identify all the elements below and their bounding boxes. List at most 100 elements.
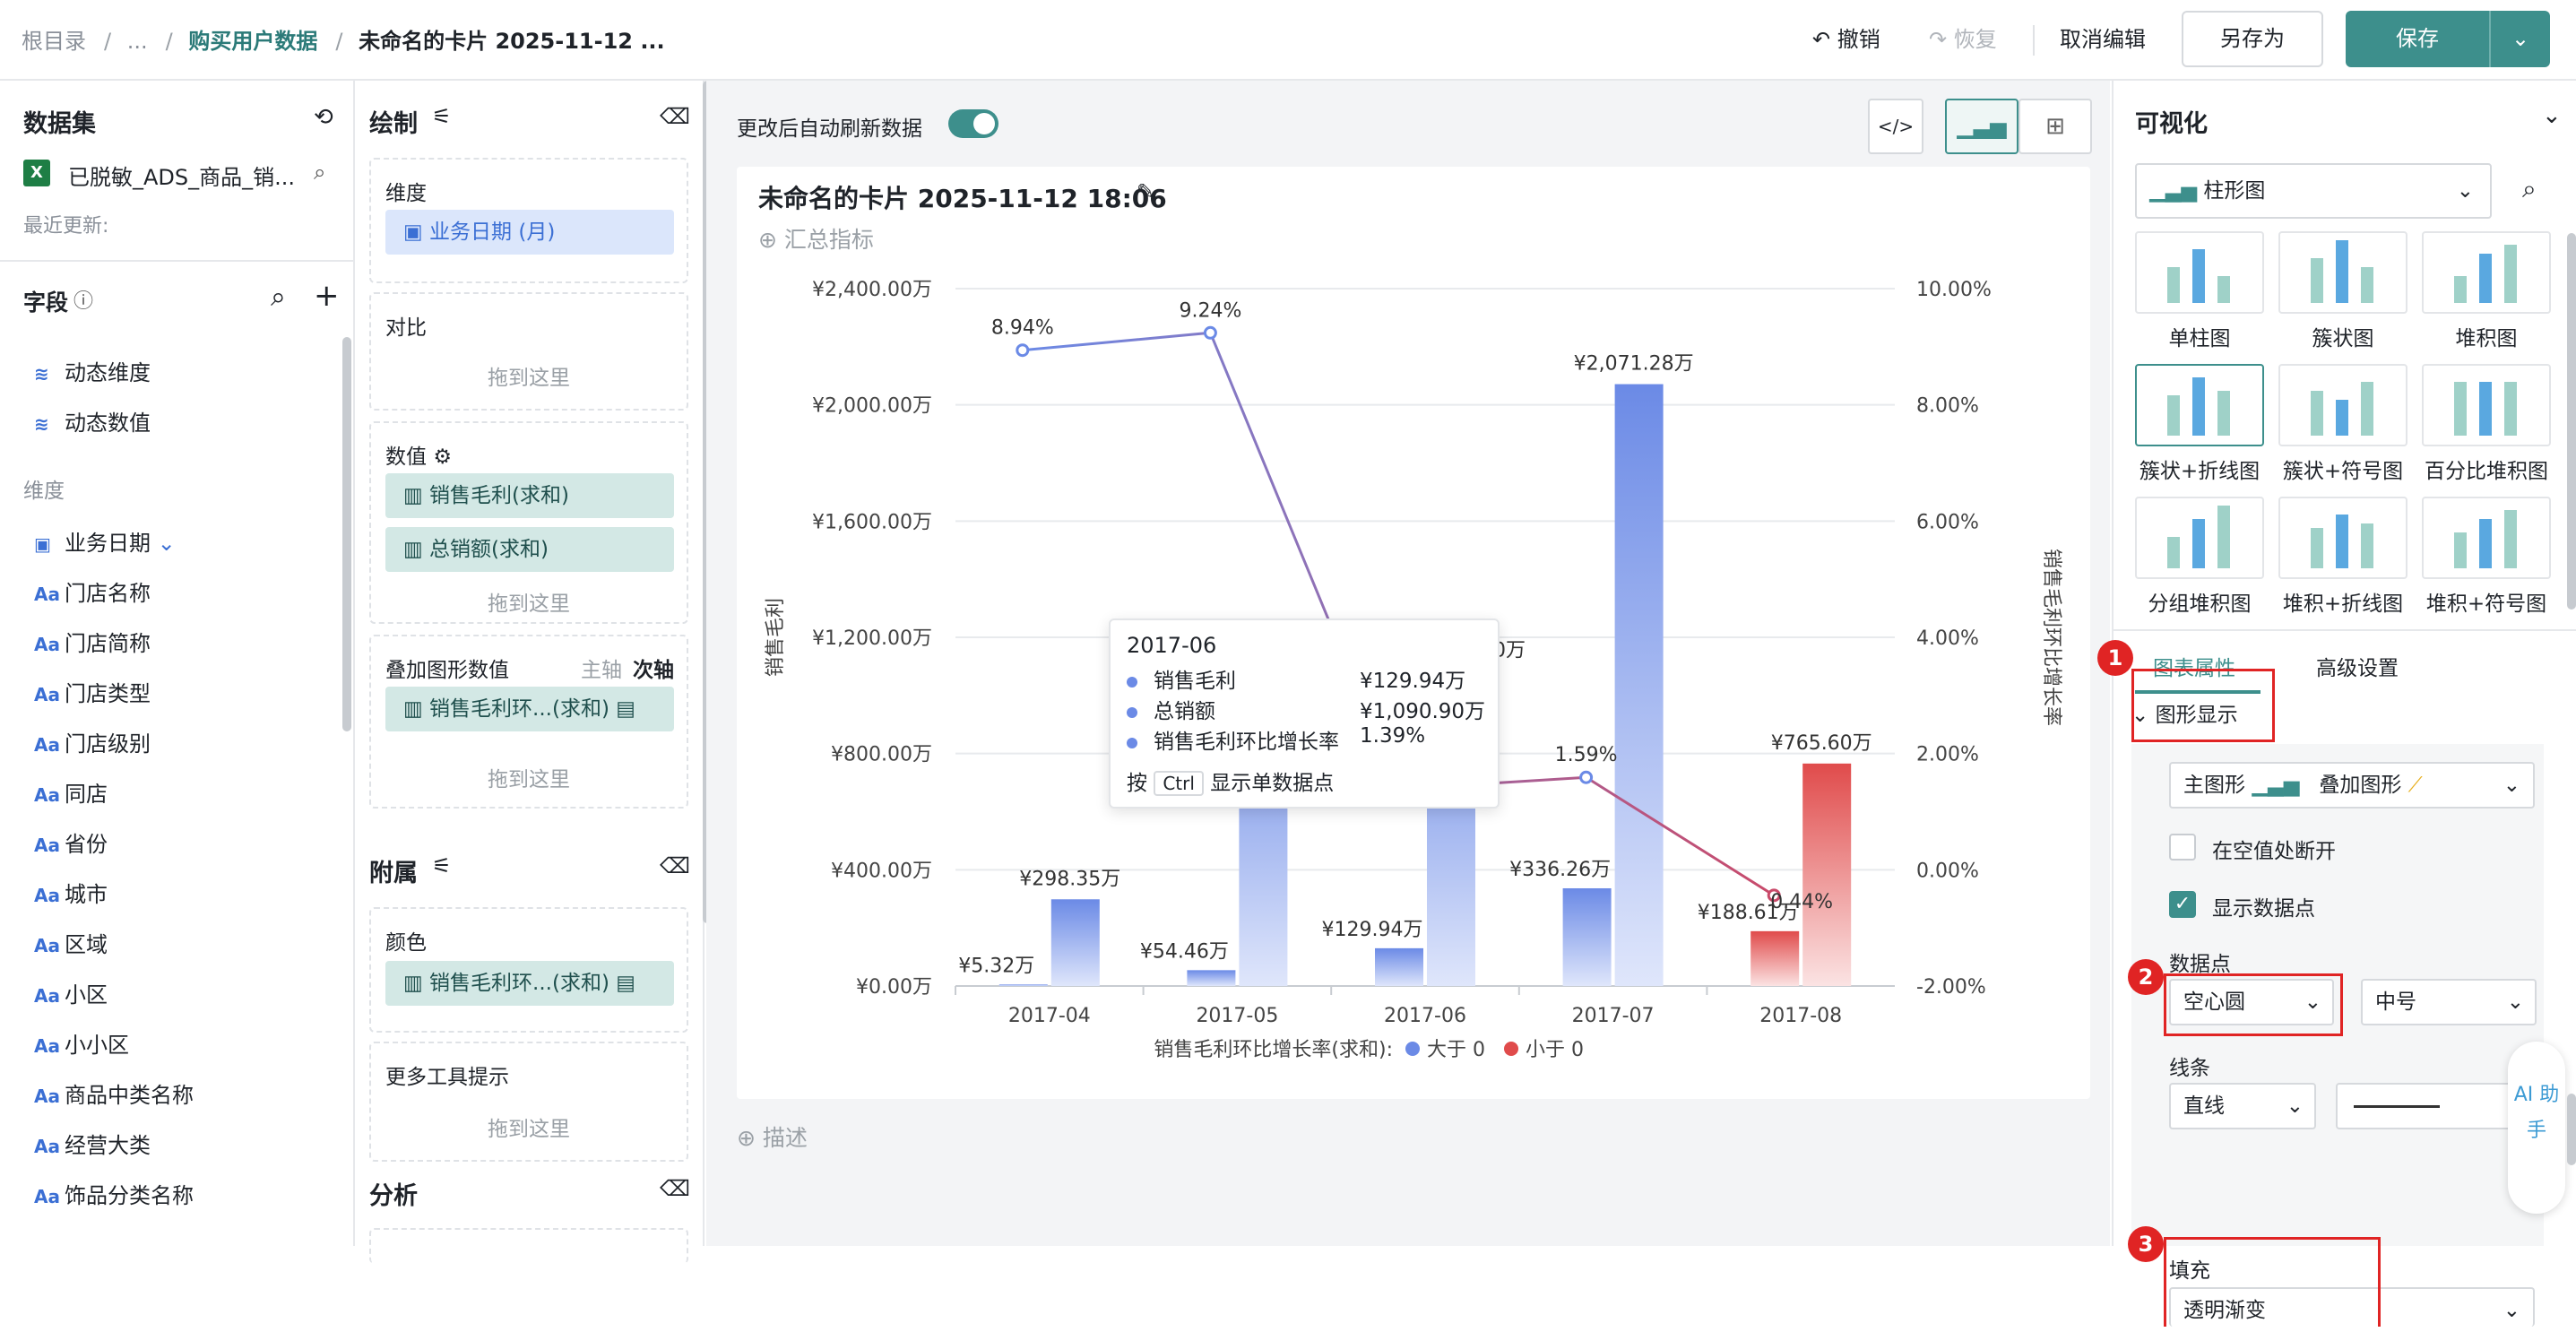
chart-type-select[interactable]: ▁▃▅ 柱形图 ⌄ bbox=[2135, 163, 2492, 219]
eraser-icon[interactable]: ⌫ bbox=[660, 853, 690, 878]
secondary-axis-toggle[interactable]: 次轴 bbox=[633, 659, 674, 682]
point-size-select[interactable]: 中号 ⌄ bbox=[2361, 979, 2537, 1025]
chart-type-thumb[interactable] bbox=[2135, 364, 2264, 446]
field-dimension[interactable]: Aa 小小区 bbox=[34, 1027, 129, 1059]
drop-hint: 拖到这里 bbox=[488, 768, 570, 791]
compare-dropzone[interactable]: 对比 拖到这里 bbox=[369, 292, 688, 411]
describe[interactable]: ⊕ 描述 bbox=[737, 1125, 808, 1151]
dimension-pill[interactable]: ▣ 业务日期 (月) bbox=[385, 210, 674, 255]
primary-axis-toggle[interactable]: 主轴 bbox=[581, 659, 622, 682]
card-title[interactable]: 未命名的卡片 2025-11-12 18:06 bbox=[758, 184, 1167, 213]
chart-type-label: 分组堆积图 bbox=[2148, 592, 2252, 616]
breadcrumb-ellipsis[interactable]: ... bbox=[126, 29, 148, 54]
analysis-dropzone[interactable] bbox=[369, 1228, 688, 1264]
section-shape-display[interactable]: ⌄ 图形显示 bbox=[2131, 704, 2238, 727]
text-type-icon: Aa bbox=[34, 885, 60, 906]
save-as-button[interactable]: 另存为 bbox=[2182, 11, 2323, 67]
eraser-icon[interactable]: ⌫ bbox=[660, 104, 690, 129]
field-dimension[interactable]: Aa 小区 bbox=[34, 977, 108, 1008]
overlay-dropzone[interactable]: 叠加图形数值 主轴 次轴 ▥ 销售毛利环...(求和) ▤ 拖到这里 bbox=[369, 635, 688, 809]
chart-view-icon[interactable]: ▁▃▅ bbox=[1945, 99, 2018, 154]
field-dimension[interactable]: Aa 同店 bbox=[34, 776, 108, 808]
point-shape-select[interactable]: 空心圆 ⌄ bbox=[2169, 979, 2334, 1025]
color-dropzone[interactable]: 颜色 ▥ 销售毛利环...(求和) ▤ bbox=[369, 907, 688, 1033]
value-pill[interactable]: ▥ 销售毛利(求和) bbox=[385, 473, 674, 518]
annotation-box-1 bbox=[2131, 669, 2275, 742]
bar-chart-icon: ▥ bbox=[403, 697, 430, 721]
y-tick-label: ¥2,400.00万 bbox=[812, 279, 932, 301]
data-label: 8.94% bbox=[991, 317, 1054, 340]
chevron-down-icon[interactable]: ⌄ bbox=[157, 531, 176, 556]
values-dropzone[interactable]: 数值 ⚙ ▥ 销售毛利(求和) ▥ 总销额(求和) 拖到这里 bbox=[369, 421, 688, 624]
overlay-pill[interactable]: ▥ 销售毛利环...(求和) ▤ bbox=[385, 687, 674, 731]
field-dimension[interactable]: Aa 门店简称 bbox=[34, 626, 151, 657]
breadcrumb-root[interactable]: 根目录 bbox=[22, 29, 86, 54]
field-search-icon[interactable]: ⌕ bbox=[271, 281, 286, 313]
add-field-icon[interactable]: + bbox=[314, 278, 340, 314]
collapse-chevron-down-icon[interactable]: ⌄ bbox=[2542, 102, 2562, 129]
chart-type-thumb[interactable] bbox=[2422, 231, 2551, 314]
info-icon[interactable]: ⓘ bbox=[73, 290, 94, 313]
eraser-icon[interactable]: ⌫ bbox=[660, 1176, 690, 1201]
data-point-label: 数据点 bbox=[2169, 953, 2231, 976]
show-points-checkbox[interactable]: ✓ bbox=[2169, 891, 2196, 918]
line-point bbox=[1767, 888, 1781, 903]
undo-button[interactable]: ↶ 撤销 bbox=[1812, 22, 1880, 53]
dataset-search-icon[interactable]: ⌕ bbox=[314, 160, 326, 185]
field-dynamic-dimension[interactable]: ≋ 动态维度 bbox=[34, 355, 151, 386]
dataset-name[interactable]: 已脱敏_ADS_商品_销... bbox=[68, 165, 296, 190]
table-view-icon[interactable]: ⊞ bbox=[2018, 99, 2092, 154]
chart-type-thumb[interactable] bbox=[2422, 364, 2551, 446]
field-dimension[interactable]: Aa 商品中类名称 bbox=[34, 1077, 194, 1109]
line-style-select[interactable] bbox=[2336, 1083, 2515, 1129]
field-dimension[interactable]: Aa 门店名称 bbox=[34, 575, 151, 607]
chart-type-label: 百分比堆积图 bbox=[2425, 460, 2548, 483]
color-pill[interactable]: ▥ 销售毛利环...(求和) ▤ bbox=[385, 961, 674, 1006]
field-dimension[interactable]: Aa 经营大类 bbox=[34, 1128, 151, 1159]
viz-scrollbar[interactable] bbox=[2567, 233, 2576, 610]
breadcrumb-parent[interactable]: 购买用户数据 bbox=[188, 29, 318, 54]
chart-type-thumb[interactable] bbox=[2135, 231, 2264, 314]
field-dimension[interactable]: Aa 门店级别 bbox=[34, 726, 151, 757]
summary-metric[interactable]: ⊕ 汇总指标 bbox=[758, 227, 874, 253]
value-pill[interactable]: ▥ 总销额(求和) bbox=[385, 527, 674, 572]
chart-type-thumb[interactable] bbox=[2278, 497, 2407, 579]
settings-sliders-icon[interactable]: ⚟ bbox=[432, 104, 452, 129]
edit-pencil-icon[interactable]: ✎ bbox=[1137, 179, 1155, 204]
save-dropdown-chevron-down-icon[interactable]: ⌄ bbox=[2511, 26, 2530, 51]
legend-marker bbox=[1405, 1042, 1420, 1056]
chart-type-thumb[interactable] bbox=[2422, 497, 2551, 579]
thumb-bar bbox=[2311, 528, 2323, 568]
field-dimension[interactable]: Aa 城市 bbox=[34, 877, 108, 908]
field-dimension[interactable]: Aa 省份 bbox=[34, 826, 108, 858]
ai-helper-button[interactable]: AI 助 手 bbox=[2508, 1042, 2565, 1214]
switch-dataset-icon[interactable]: ⟲ bbox=[314, 104, 333, 131]
calendar-icon: ▣ bbox=[403, 221, 430, 244]
field-dimension[interactable]: Aa 饰品分类名称 bbox=[34, 1178, 194, 1209]
scrollbar[interactable] bbox=[342, 337, 351, 731]
chart-type-thumb[interactable] bbox=[2135, 497, 2264, 579]
viz-scrollbar-lower[interactable] bbox=[2567, 1094, 2576, 1165]
line-type-select[interactable]: 直线 ⌄ bbox=[2169, 1083, 2316, 1129]
tab-advanced-settings[interactable]: 高级设置 bbox=[2316, 657, 2399, 680]
tooltip-dropzone[interactable]: 更多工具提示 拖到这里 bbox=[369, 1042, 688, 1162]
field-dimension[interactable]: Aa 门店类型 bbox=[34, 676, 151, 707]
redo-button[interactable]: ↷ 恢复 bbox=[1929, 22, 1997, 53]
field-business-date[interactable]: ▣ 业务日期 ⌄ bbox=[34, 525, 176, 557]
chart-type-thumb[interactable] bbox=[2278, 364, 2407, 446]
code-view-icon[interactable]: </> bbox=[1868, 99, 1923, 154]
search-icon[interactable]: ⌕ bbox=[2522, 174, 2537, 203]
break-null-checkbox[interactable] bbox=[2169, 834, 2196, 861]
dimension-dropzone[interactable]: 维度 ▣ 业务日期 (月) bbox=[369, 158, 688, 283]
chart-type-thumb[interactable] bbox=[2278, 231, 2407, 314]
shape-select[interactable]: 主图形 ▁▃▅ 叠加图形 ⟋ ⌄ bbox=[2169, 762, 2535, 809]
text-type-icon: Aa bbox=[34, 684, 60, 705]
cancel-edit-button[interactable]: 取消编辑 bbox=[2060, 27, 2146, 52]
text-type-icon: Aa bbox=[34, 584, 60, 605]
field-dimension[interactable]: Aa 区域 bbox=[34, 927, 108, 958]
auto-refresh-toggle[interactable] bbox=[948, 109, 998, 138]
settings-sliders-icon[interactable]: ⚟ bbox=[432, 853, 452, 878]
thumb-bar bbox=[2336, 515, 2348, 568]
save-button[interactable]: 保存 bbox=[2396, 26, 2439, 51]
field-dynamic-value[interactable]: ≋ 动态数值 bbox=[34, 405, 151, 437]
